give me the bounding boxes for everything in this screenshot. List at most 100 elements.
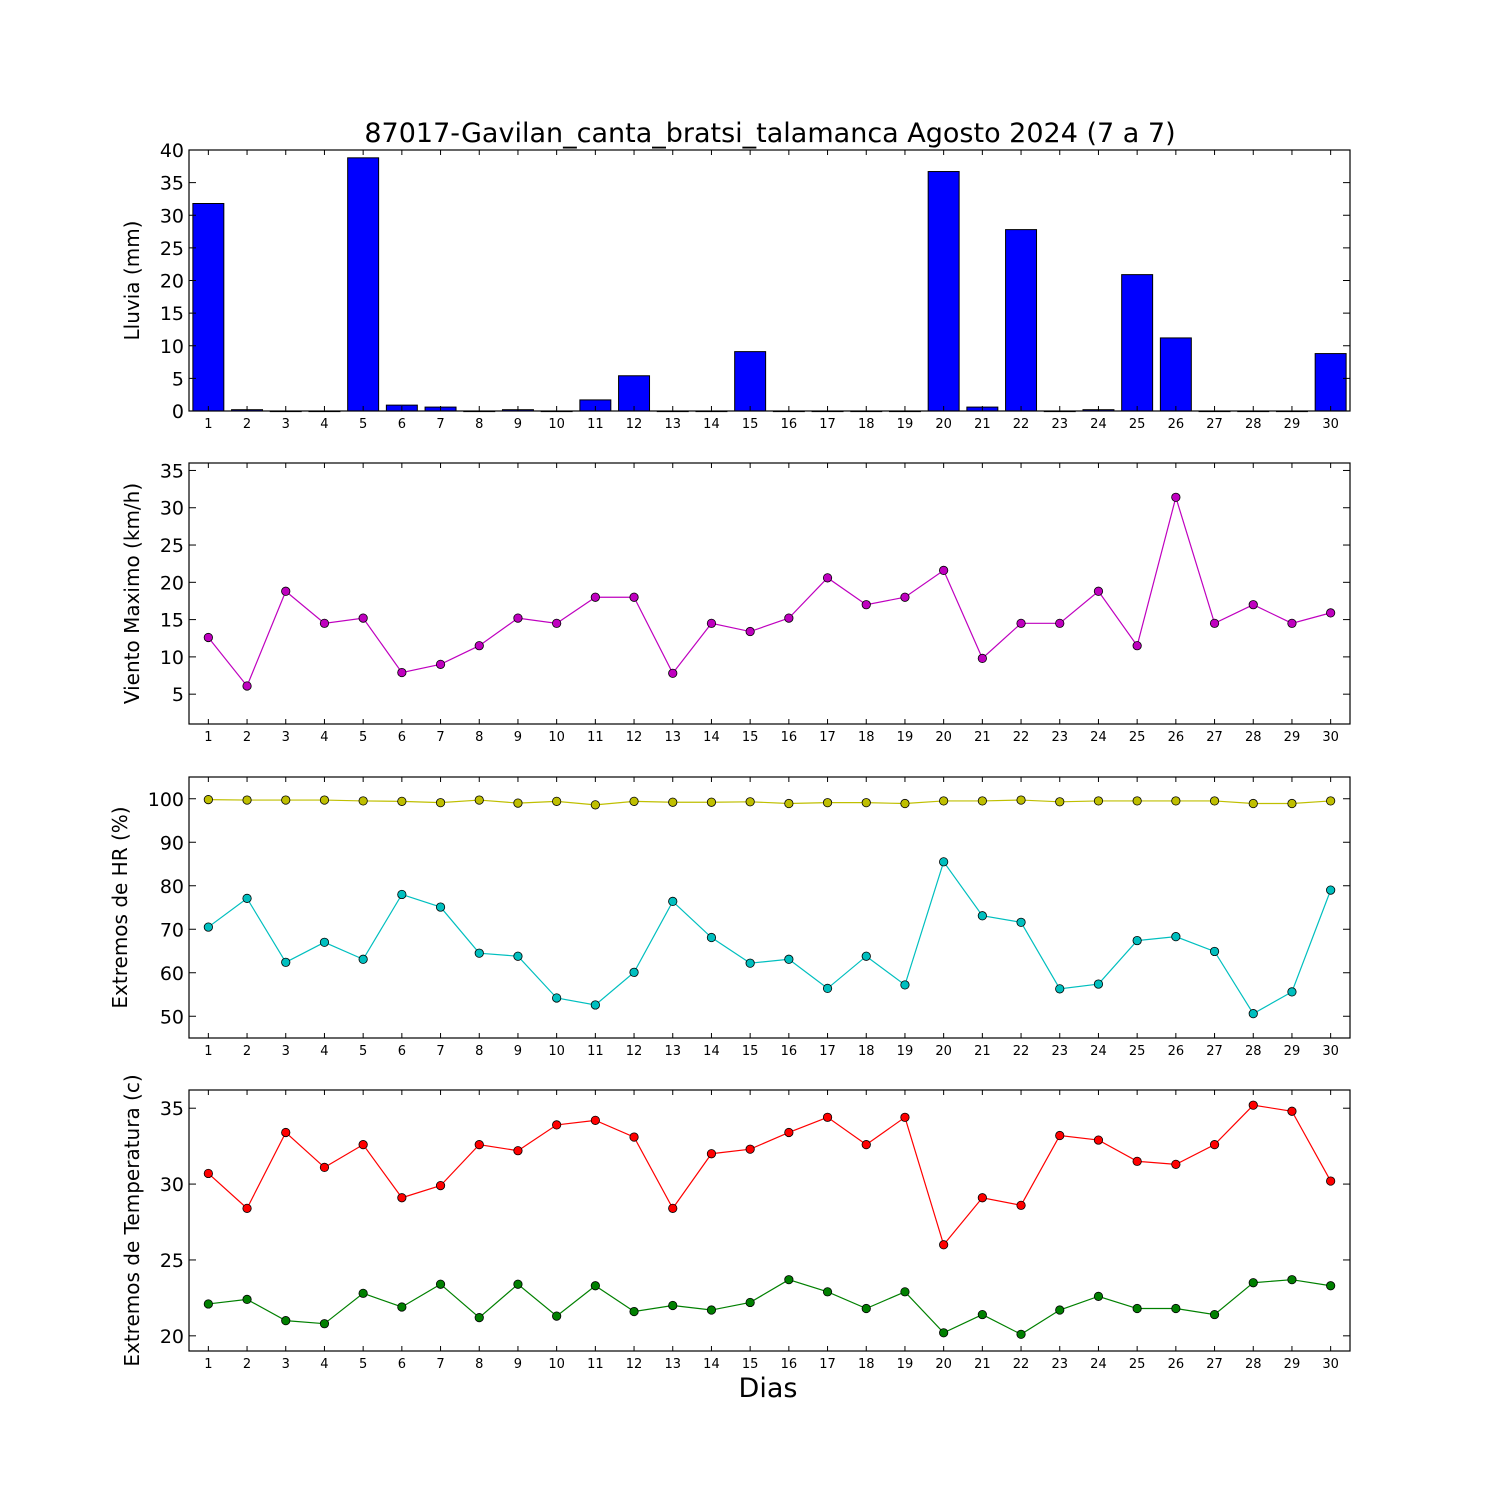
series-2-line bbox=[207, 860, 1332, 1015]
y-tick-label: 15 bbox=[160, 303, 184, 325]
series-2-point-day-25 bbox=[1132, 935, 1142, 946]
x-tick-label: 14 bbox=[703, 1357, 720, 1372]
x-tick-label: 20 bbox=[935, 730, 952, 745]
x-tick-label: 18 bbox=[858, 417, 875, 432]
x-tick-label: 15 bbox=[742, 1357, 759, 1372]
series-2-point-day-30 bbox=[1326, 1281, 1336, 1291]
x-tick-label: 25 bbox=[1129, 417, 1146, 432]
series-2-point-day-26 bbox=[1171, 932, 1181, 942]
x-tick-label: 9 bbox=[514, 730, 522, 745]
x-tick-label: 19 bbox=[897, 1044, 914, 1059]
x-tick-label: 8 bbox=[475, 1044, 483, 1059]
series-1-point-day-6 bbox=[397, 796, 407, 806]
x-tick-label: 17 bbox=[819, 730, 836, 745]
x-tick-label: 3 bbox=[282, 730, 290, 745]
x-tick-label: 17 bbox=[819, 1044, 836, 1059]
x-tick-label: 13 bbox=[664, 1044, 681, 1059]
x-tick-label: 7 bbox=[436, 730, 444, 745]
series-1-point-day-16 bbox=[784, 798, 794, 809]
x-tick-label: 6 bbox=[398, 730, 406, 745]
series-2-point-day-5 bbox=[358, 954, 368, 964]
bar-day-25 bbox=[1121, 274, 1154, 412]
x-tick-label: 12 bbox=[626, 1044, 643, 1059]
x-tick-label: 1 bbox=[204, 1357, 212, 1372]
bar-day-15 bbox=[734, 351, 767, 412]
series-2-point-day-6 bbox=[397, 1302, 407, 1312]
x-tick-label: 3 bbox=[282, 1044, 290, 1059]
x-tick-label: 7 bbox=[436, 1357, 444, 1372]
bar-day-26 bbox=[1159, 337, 1192, 412]
x-tick-label: 5 bbox=[359, 1044, 367, 1059]
series-2-point-day-9 bbox=[513, 951, 523, 961]
panel-2: Viento Maximo (km/h)1 2 3 4 5 6 7 8 9 10 11 12 13 14 1… bbox=[120, 460, 1351, 745]
series-1-point-day-2 bbox=[242, 681, 252, 691]
series-1-point-day-27 bbox=[1209, 618, 1220, 628]
series-1-point-day-30 bbox=[1326, 608, 1336, 618]
x-tick-label: 2 bbox=[243, 417, 251, 432]
series-2-point-day-3 bbox=[281, 1316, 291, 1326]
series-2-point-day-23 bbox=[1055, 984, 1065, 994]
series-1-point-day-28 bbox=[1248, 798, 1258, 809]
series-1-point-day-25 bbox=[1132, 1156, 1142, 1166]
y-tick-label: 50 bbox=[160, 1006, 184, 1028]
x-tick-label: 22 bbox=[1013, 1044, 1030, 1059]
x-tick-label: 4 bbox=[320, 417, 328, 432]
bar-day-5 bbox=[347, 157, 380, 412]
series-1-point-day-15 bbox=[745, 626, 755, 637]
y-tick-label: 80 bbox=[160, 876, 184, 898]
series-1-point-day-18 bbox=[861, 798, 871, 808]
series-1-point-day-24 bbox=[1093, 586, 1104, 596]
series-1-point-day-9 bbox=[513, 1146, 523, 1156]
x-tick-label: 11 bbox=[587, 1357, 604, 1372]
x-tick-label: 24 bbox=[1090, 417, 1107, 432]
series-1-point-day-14 bbox=[706, 797, 717, 807]
series-2-point-day-27 bbox=[1209, 946, 1220, 957]
bar-day-22 bbox=[1005, 229, 1038, 412]
series-1-point-day-17 bbox=[822, 1112, 833, 1122]
x-tick-label: 8 bbox=[475, 1357, 483, 1372]
x-tick-label: 11 bbox=[587, 417, 604, 432]
x-tick-label: 28 bbox=[1245, 1044, 1262, 1059]
series-2-point-day-8 bbox=[474, 948, 484, 958]
series-2-point-day-7 bbox=[435, 1279, 446, 1289]
x-tick-label: 16 bbox=[781, 730, 798, 745]
x-tick-label: 30 bbox=[1322, 730, 1339, 745]
y-tick-label: 35 bbox=[160, 1098, 184, 1120]
series-1-point-day-13 bbox=[668, 1203, 678, 1213]
plot-frame bbox=[188, 1089, 1351, 1352]
series-1-point-day-10 bbox=[552, 1120, 562, 1130]
x-tick-label: 28 bbox=[1245, 1357, 1262, 1372]
x-tick-label: 27 bbox=[1206, 1357, 1223, 1372]
x-tick-label: 1 bbox=[204, 417, 212, 432]
series-1-line bbox=[207, 495, 1331, 688]
x-tick-label: 21 bbox=[974, 730, 991, 745]
x-tick-label: 16 bbox=[781, 417, 798, 432]
y-tick-label: 30 bbox=[160, 205, 184, 227]
x-tick-label: 11 bbox=[587, 1044, 604, 1059]
series-1-point-day-8 bbox=[474, 641, 484, 651]
x-tick-label: 18 bbox=[858, 1357, 875, 1372]
series-1-point-day-29 bbox=[1287, 618, 1297, 628]
x-tick-label: 23 bbox=[1051, 417, 1068, 432]
x-tick-label: 22 bbox=[1013, 1357, 1030, 1372]
series-2-point-day-16 bbox=[784, 1275, 794, 1285]
series-1-point-day-20 bbox=[939, 1240, 949, 1250]
y-tick-label: 25 bbox=[160, 1250, 184, 1272]
y-tick-label: 90 bbox=[160, 832, 184, 854]
x-tick-label: 28 bbox=[1245, 417, 1262, 432]
series-2-line bbox=[208, 1279, 1331, 1335]
series-2-point-day-4 bbox=[319, 1319, 330, 1329]
x-tick-label: 26 bbox=[1168, 417, 1185, 432]
x-tick-label: 26 bbox=[1168, 730, 1185, 745]
series-1-point-day-19 bbox=[900, 592, 910, 602]
series-2-point-day-2 bbox=[242, 1294, 252, 1305]
series-1-point-day-17 bbox=[822, 573, 833, 583]
series-2-point-day-5 bbox=[358, 1288, 368, 1298]
series-2-point-day-8 bbox=[474, 1313, 484, 1323]
bar-day-30 bbox=[1314, 353, 1347, 412]
series-1-point-day-4 bbox=[319, 618, 330, 628]
x-tick-label: 14 bbox=[703, 1044, 720, 1059]
series-1-point-day-23 bbox=[1055, 797, 1065, 807]
series-1-point-day-13 bbox=[668, 668, 678, 678]
x-tick-label: 1 bbox=[204, 1044, 212, 1059]
